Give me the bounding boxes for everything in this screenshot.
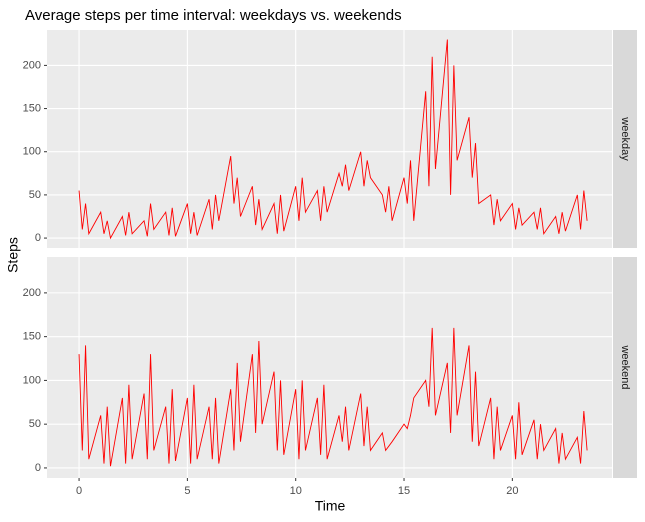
data-line <box>78 39 588 240</box>
y-tick-label: 0 <box>35 462 41 474</box>
y-tick-label: 100 <box>23 374 41 386</box>
y-tick-label: 200 <box>23 287 41 299</box>
facet-strip <box>613 30 637 248</box>
y-tick-label: 200 <box>23 59 41 71</box>
data-line <box>78 327 588 467</box>
x-tick-label: 15 <box>398 485 410 497</box>
facet-label: weekday <box>619 116 631 161</box>
panel-background <box>47 30 612 248</box>
x-axis-title: Time <box>315 498 346 514</box>
y-axis-title: Steps <box>5 237 21 273</box>
y-tick-label: 50 <box>29 418 41 430</box>
facet-strip <box>613 257 637 478</box>
y-tick-label: 100 <box>23 146 41 158</box>
facet-label: weekend <box>619 344 631 389</box>
y-tick-label: 150 <box>23 331 41 343</box>
x-tick-label: 5 <box>184 485 190 497</box>
chart-title: Average steps per time interval: weekday… <box>25 7 402 24</box>
x-tick-label: 10 <box>290 485 302 497</box>
y-tick-label: 0 <box>35 232 41 244</box>
panel-background <box>47 257 612 478</box>
x-tick-label: 0 <box>76 485 82 497</box>
y-tick-label: 50 <box>29 189 41 201</box>
x-tick-label: 20 <box>506 485 518 497</box>
y-tick-label: 150 <box>23 102 41 114</box>
